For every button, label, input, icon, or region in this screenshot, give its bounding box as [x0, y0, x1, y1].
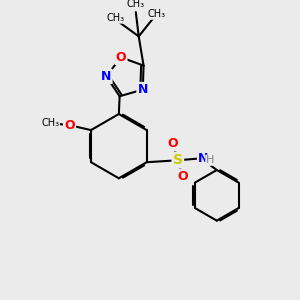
Text: S: S	[173, 153, 183, 167]
Text: CH₃: CH₃	[106, 13, 124, 23]
Text: O: O	[116, 51, 126, 64]
Text: O: O	[64, 119, 75, 132]
Text: O: O	[177, 170, 188, 183]
Text: N: N	[138, 83, 148, 96]
Text: O: O	[168, 137, 178, 150]
Text: H: H	[206, 155, 214, 165]
Text: CH₃: CH₃	[147, 9, 165, 19]
Text: CH₃: CH₃	[41, 118, 59, 128]
Text: N: N	[101, 70, 111, 83]
Text: N: N	[198, 152, 208, 165]
Text: CH₃: CH₃	[127, 0, 145, 9]
